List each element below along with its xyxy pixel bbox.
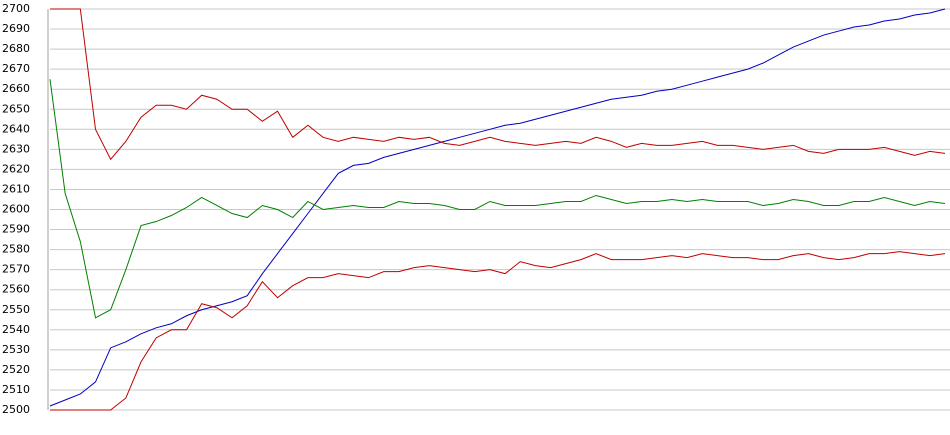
series-line <box>50 8 946 161</box>
y-tick-label: 2670 <box>2 62 30 75</box>
y-tick-label: 2580 <box>2 243 30 256</box>
y-tick-label: 2530 <box>2 343 30 356</box>
series-line <box>49 79 946 319</box>
y-tick-label: 2540 <box>2 323 30 336</box>
y-tick-label: 2640 <box>2 122 30 135</box>
y-tick-label: 2520 <box>2 363 30 376</box>
y-tick-label: 2600 <box>2 203 30 216</box>
y-tick-label: 2570 <box>2 263 30 276</box>
y-tick-label: 2700 <box>2 2 30 15</box>
y-tick-label: 2500 <box>2 403 30 416</box>
y-tick-label: 2630 <box>2 142 30 155</box>
y-tick-label: 2680 <box>2 42 30 55</box>
y-tick-label: 2560 <box>2 283 30 296</box>
y-tick-label: 2620 <box>2 162 30 175</box>
y-tick-label: 2690 <box>2 22 30 35</box>
y-tick-label: 2510 <box>2 383 30 396</box>
y-tick-label: 2550 <box>2 303 30 316</box>
series-line <box>49 8 946 407</box>
y-tick-label: 2610 <box>2 182 30 195</box>
y-tick-label: 2650 <box>2 102 30 115</box>
y-tick-label: 2590 <box>2 223 30 236</box>
series-line <box>50 251 946 411</box>
y-tick-label: 2660 <box>2 82 30 95</box>
